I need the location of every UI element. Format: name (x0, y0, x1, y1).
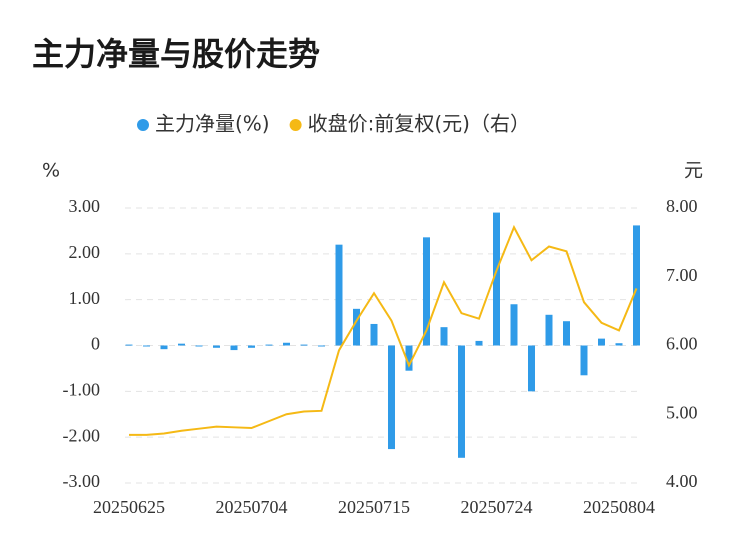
bar (160, 345, 168, 350)
bar (265, 344, 273, 346)
bar (300, 344, 308, 346)
x-tick-label: 20250625 (93, 497, 165, 517)
y2-tick-label: 7.00 (666, 265, 698, 285)
bar (423, 237, 430, 346)
bar (248, 345, 255, 348)
bar (178, 343, 185, 346)
x-tick-label: 20250715 (338, 497, 410, 517)
bar (633, 225, 640, 346)
bar (143, 345, 150, 347)
y-tick-label: -1.00 (63, 379, 101, 399)
bar (545, 314, 553, 346)
bar (580, 345, 588, 376)
bar (563, 321, 570, 346)
bar (475, 340, 483, 346)
bar (615, 343, 623, 346)
bar (598, 338, 605, 346)
y-tick-label: 3.00 (69, 196, 101, 216)
bar (440, 327, 448, 346)
y-axis-label: % (42, 160, 60, 182)
bar (388, 345, 395, 450)
bar (353, 308, 360, 346)
y2-tick-label: 5.00 (666, 402, 698, 422)
y-tick-label: 1.00 (69, 288, 101, 308)
y2-tick-label: 6.00 (666, 334, 698, 354)
bar (125, 344, 133, 346)
bar (335, 244, 343, 346)
bar (493, 212, 500, 346)
chart-title: 主力净量与股价走势 (32, 35, 320, 73)
y2-axis-label: 元 (684, 160, 703, 182)
bar (213, 345, 220, 348)
bar (370, 323, 378, 346)
bar (283, 342, 290, 346)
bar (230, 345, 238, 351)
legend-label: 主力净量(%) (155, 112, 270, 136)
bar (528, 345, 535, 392)
legend-label: 收盘价:前复权(元)（右） (308, 112, 530, 136)
bar (405, 345, 413, 371)
bar (458, 345, 465, 458)
bar (510, 304, 518, 346)
bar (195, 345, 203, 347)
bar (318, 345, 325, 347)
y-tick-label: -2.00 (63, 425, 101, 445)
x-tick-label: 20250804 (583, 497, 655, 517)
y-tick-label: -3.00 (63, 471, 101, 491)
x-tick-label: 20250724 (461, 497, 533, 517)
legend-marker (289, 119, 302, 131)
y2-tick-label: 8.00 (666, 196, 698, 216)
x-tick-label: 20250704 (216, 497, 288, 517)
y2-tick-label: 4.00 (666, 471, 698, 491)
y-tick-label: 2.00 (69, 242, 101, 262)
y-tick-label: 0 (91, 334, 100, 354)
legend-marker (137, 119, 149, 131)
price-line (129, 224, 638, 436)
